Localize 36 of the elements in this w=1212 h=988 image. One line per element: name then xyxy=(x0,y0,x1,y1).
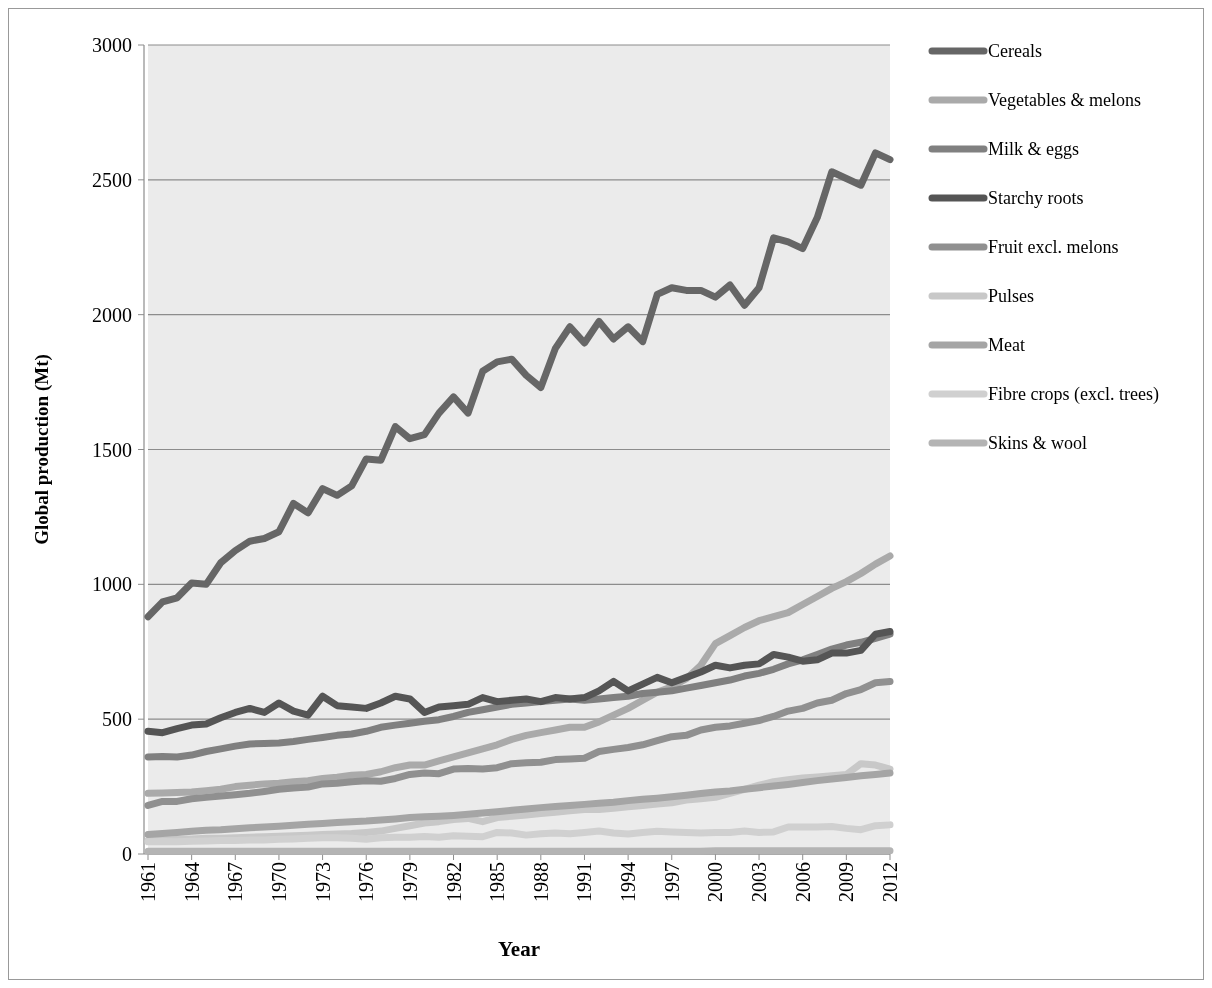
x-tick-label: 2003 xyxy=(748,862,771,902)
legend-label: Milk & eggs xyxy=(988,139,1080,160)
x-tick-label: 1961 xyxy=(137,862,159,902)
legend-label: Meat xyxy=(988,335,1025,356)
y-tick-label: 500 xyxy=(102,708,132,731)
x-tick-label: 1967 xyxy=(224,862,247,902)
legend-label: Pulses xyxy=(988,286,1035,307)
y-tick-label: 2000 xyxy=(92,303,132,326)
x-tick-label: 1985 xyxy=(486,862,509,902)
legend-label: Starchy roots xyxy=(988,188,1084,209)
x-tick-label: 2012 xyxy=(879,862,901,902)
x-tick-label: 2009 xyxy=(835,862,858,902)
y-tick-label: 1500 xyxy=(92,438,132,461)
legend-label: Fibre crops (excl. trees) xyxy=(988,384,1159,406)
x-tick-label: 1991 xyxy=(573,862,596,902)
y-axis-title: Global production (Mt) xyxy=(31,354,53,545)
x-axis-title: Year xyxy=(498,937,540,961)
legend-label: Fruit excl. melons xyxy=(988,237,1119,258)
x-tick-label: 1988 xyxy=(529,862,552,902)
x-tick-label: 1979 xyxy=(398,862,421,902)
y-tick-label: 2500 xyxy=(92,168,132,191)
x-tick-label: 1970 xyxy=(267,862,290,902)
x-tick-label: 1982 xyxy=(442,862,465,902)
x-tick-label: 1997 xyxy=(660,862,683,902)
y-tick-label: 3000 xyxy=(92,34,132,56)
x-tick-label: 1976 xyxy=(355,862,378,902)
legend-label: Cereals xyxy=(988,41,1042,62)
y-tick-label: 0 xyxy=(122,843,132,865)
x-tick-label: 1964 xyxy=(180,862,203,902)
x-tick-label: 2000 xyxy=(704,862,727,902)
x-tick-label: 1994 xyxy=(617,862,640,902)
x-tick-label: 2006 xyxy=(791,862,814,902)
legend-label: Vegetables & melons xyxy=(988,90,1141,111)
y-tick-label: 1000 xyxy=(92,573,132,596)
legend-label: Skins & wool xyxy=(988,433,1088,454)
x-tick-label: 1973 xyxy=(311,862,334,902)
